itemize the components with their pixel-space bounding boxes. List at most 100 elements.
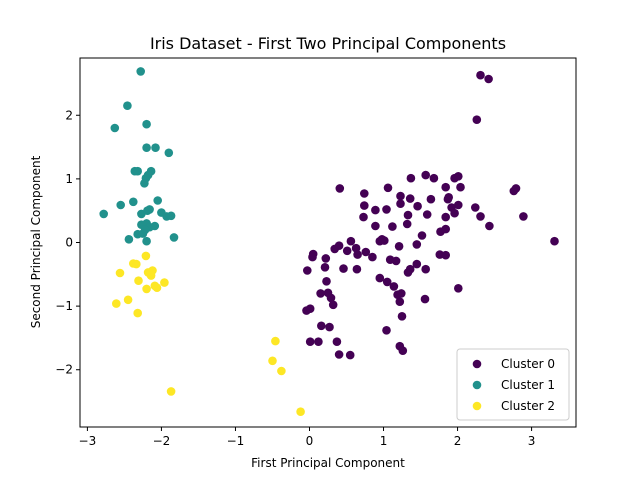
cluster-0-point	[314, 337, 323, 347]
cluster-0-point	[320, 263, 330, 272]
cluster-1-point	[142, 236, 151, 246]
legend: Cluster 0 Cluster 1 Cluster 2	[456, 348, 570, 421]
cluster-0-point	[443, 194, 453, 204]
cluster-0-point	[509, 186, 519, 196]
cluster-0-point	[360, 189, 369, 198]
cluster-1-point	[150, 221, 160, 231]
y-axis-ticks: −2 −1 0 1 2	[55, 108, 80, 377]
cluster-0-point	[332, 337, 342, 347]
cluster-2-point	[142, 284, 151, 294]
cluster-1-point	[133, 166, 142, 176]
x-tick-label: −2	[153, 434, 171, 448]
cluster-2-point	[268, 356, 277, 366]
cluster-1-point	[140, 179, 149, 188]
cluster-0-point	[397, 312, 407, 321]
cluster-0-point	[412, 240, 422, 249]
cluster-0-point	[485, 221, 494, 231]
cluster-1-point	[151, 143, 160, 152]
cluster-0-point	[406, 173, 416, 183]
cluster-0-point	[335, 184, 345, 193]
cluster-2-point	[271, 336, 280, 346]
cluster-0-point	[339, 264, 348, 273]
cluster-0-point	[396, 199, 405, 208]
cluster-2-point	[133, 308, 142, 318]
cluster-1-point	[138, 229, 148, 238]
cluster-0-point	[398, 346, 408, 356]
cluster-2-point	[152, 283, 162, 293]
cluster-0-point	[426, 194, 436, 204]
cluster-1-point	[124, 235, 134, 244]
cluster-0-point	[345, 350, 355, 360]
cluster-2-point	[123, 295, 133, 305]
cluster-0-point	[403, 210, 413, 220]
legend-marker-cluster-2	[472, 401, 482, 411]
cluster-2-point	[166, 387, 176, 396]
y-tick-label: 0	[65, 236, 73, 250]
cluster-0-point	[471, 203, 480, 212]
cluster-0-point	[382, 326, 391, 335]
cluster-1-point	[129, 197, 138, 207]
x-tick-label: 0	[306, 434, 314, 448]
cluster-2-point	[296, 407, 305, 417]
y-axis-label: Second Principal Component	[29, 155, 43, 328]
cluster-0-point	[396, 191, 405, 201]
cluster-0-point	[519, 212, 528, 221]
legend-marker-cluster-1	[472, 380, 482, 390]
cluster-0-point	[484, 74, 493, 84]
cluster-0-point	[454, 200, 463, 210]
cluster-1-point	[169, 233, 179, 242]
cluster-0-point	[303, 266, 312, 275]
cluster-2-point	[132, 259, 141, 269]
cluster-0-point	[472, 115, 482, 124]
y-tick-label: 1	[65, 172, 73, 186]
cluster-0-point	[316, 289, 325, 298]
cluster-0-point	[359, 212, 368, 222]
cluster-2-point	[277, 366, 286, 376]
cluster-0-point	[375, 273, 385, 283]
cluster-0-point	[371, 205, 380, 215]
cluster-0-point	[326, 293, 336, 303]
cluster-0-point	[441, 182, 451, 192]
chart-title: Iris Dataset - First Two Principal Compo…	[150, 34, 506, 53]
cluster-0-point	[325, 322, 334, 332]
cluster-0-point	[454, 172, 463, 181]
x-tick-label: −3	[79, 434, 97, 448]
cluster-2-point	[146, 271, 156, 280]
x-tick-label: 1	[380, 434, 388, 448]
y-tick-label: 2	[65, 108, 73, 122]
cluster-0-point	[421, 264, 431, 274]
cluster-2-point	[112, 299, 121, 308]
cluster-0-point	[450, 208, 459, 218]
cluster-0-point	[305, 304, 315, 314]
cluster-0-point	[383, 183, 393, 193]
cluster-0-point	[361, 247, 371, 257]
cluster-1-point	[145, 205, 154, 214]
cluster-1-point	[136, 67, 145, 76]
x-axis-label: First Principal Component	[251, 456, 405, 470]
x-tick-label: 3	[528, 434, 536, 448]
cluster-0-point	[429, 173, 439, 183]
cluster-1-point	[153, 196, 162, 205]
cluster-0-point	[321, 254, 331, 263]
cluster-0-point	[317, 321, 326, 331]
cluster-2-point	[115, 268, 125, 278]
cluster-1-point	[166, 211, 176, 221]
cluster-0-point	[550, 236, 559, 246]
cluster-0-point	[441, 224, 451, 234]
y-tick-label: −1	[55, 299, 73, 313]
cluster-1-point	[123, 101, 132, 110]
cluster-1-point	[164, 148, 174, 158]
cluster-2-point	[141, 251, 151, 261]
cluster-1-point	[110, 123, 120, 133]
cluster-0-point	[420, 294, 430, 304]
cluster-0-point	[382, 277, 392, 287]
cluster-0-point	[422, 210, 432, 219]
cluster-0-point	[405, 194, 415, 203]
cluster-0-point	[441, 250, 451, 260]
cluster-0-point	[476, 70, 485, 80]
cluster-0-point	[375, 236, 385, 246]
cluster-2-point	[160, 278, 169, 287]
cluster-0-point	[393, 290, 402, 300]
cluster-0-point	[368, 252, 377, 262]
